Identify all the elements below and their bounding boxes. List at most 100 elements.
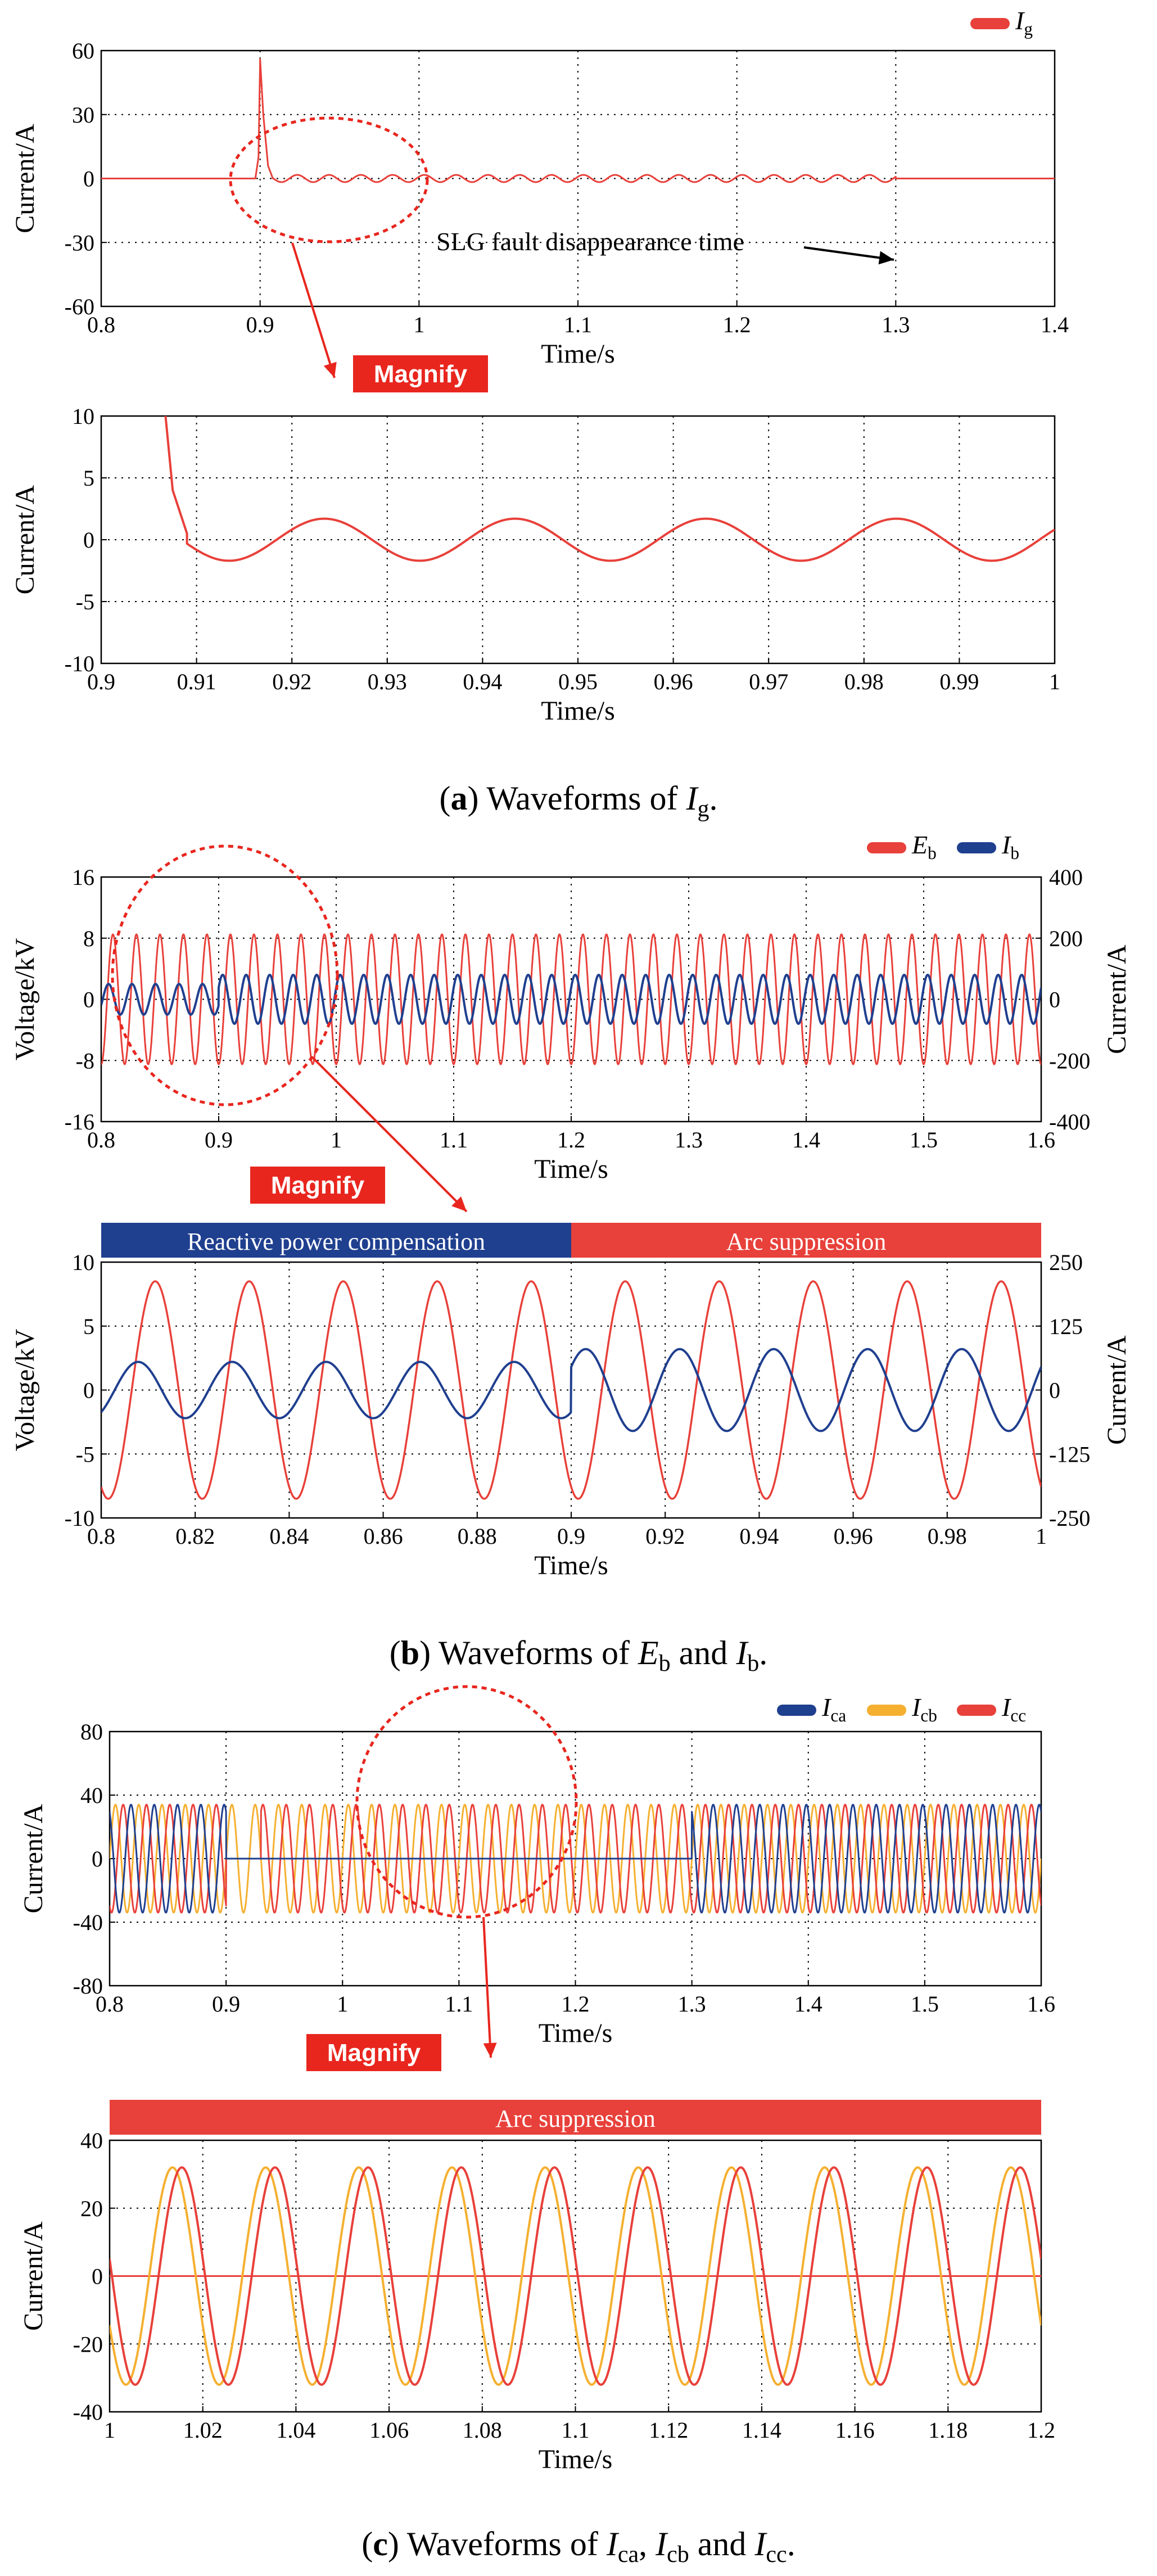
- x-tick-label: 0.91: [177, 669, 216, 694]
- plot-area: [164, 416, 1055, 562]
- x-tick-label: 0.8: [87, 312, 115, 337]
- y-tick-label: -5: [76, 1441, 94, 1467]
- caption-part: .: [787, 2525, 796, 2563]
- y-tick-label: 10: [72, 1250, 94, 1275]
- y2-tick-label: -250: [1049, 1506, 1090, 1531]
- legend-swatch: [957, 842, 996, 853]
- x-tick-label: 1.4: [1041, 312, 1069, 337]
- chart-c1: 0.8 0.9 1 1.1 1.2 1.3 1.4 1.5 1.6 -80 -40 0 40 80 Time…: [19, 1685, 1055, 2071]
- x-axis-label: Time/s: [541, 696, 615, 726]
- y2-tick-label: 250: [1049, 1250, 1083, 1275]
- series-line: [110, 1804, 1041, 1914]
- arrow-head: [483, 2042, 497, 2058]
- phase-band-label: Arc suppression: [726, 1228, 887, 1255]
- arrow-head: [323, 361, 337, 378]
- x-tick-label: 0.99: [939, 669, 979, 694]
- y-tick-label: -8: [76, 1048, 94, 1073]
- legend-label-symbol: I: [821, 1693, 832, 1721]
- plot-area: [101, 933, 1041, 1065]
- legend-label-subscript: g: [1024, 19, 1033, 39]
- magnify-ellipse: [355, 1685, 578, 1919]
- y-tick-label: -20: [73, 2331, 103, 2357]
- x-tick-label: 1.2: [557, 1127, 585, 1153]
- y2-tick-label: 400: [1049, 865, 1083, 890]
- x-axis-label: Time/s: [541, 339, 615, 369]
- caption-part: I: [735, 1634, 749, 1671]
- legend-label-subscript: cb: [920, 1706, 937, 1725]
- caption-c: (c) Waveforms of Ica, Icb and Icc.: [361, 2525, 795, 2568]
- x-tick-label: 0.9: [557, 1524, 585, 1549]
- x-tick-label: 1.5: [910, 1127, 938, 1153]
- chart-a2: 0.9 0.91 0.92 0.93 0.94 0.95 0.96 0.97 0.98 0.99 1…: [10, 404, 1060, 726]
- x-tick-label: 1.3: [882, 312, 910, 337]
- arrow-line: [311, 1056, 468, 1213]
- legend-label-subscript: cc: [1010, 1706, 1026, 1725]
- legend-swatch: [777, 1705, 816, 1716]
- series-line: [110, 1804, 1041, 1914]
- legend-label-symbol: I: [1001, 830, 1012, 859]
- x-tick-label: 0.93: [368, 669, 407, 694]
- legend-label: Ig: [1015, 6, 1033, 39]
- x-tick-label: 0.97: [749, 669, 788, 694]
- series-line: [110, 2166, 1041, 2386]
- arrow-line: [482, 1917, 492, 2058]
- x-tick-label: 1.4: [792, 1127, 820, 1153]
- x-tick-label: 0.84: [269, 1524, 309, 1549]
- y-axis-label: Voltage/kV: [10, 1328, 40, 1451]
- legend-label-subscript: ca: [830, 1706, 846, 1725]
- magnify-label: Magnify: [374, 360, 468, 388]
- caption-part: ): [419, 1634, 431, 1671]
- series-line: [101, 1348, 1041, 1432]
- x-tick-label: 1.08: [463, 2417, 502, 2443]
- x-tick-label: 1: [1036, 1524, 1047, 1549]
- magnify-badge: [353, 355, 488, 392]
- caption-part: (: [390, 1634, 401, 1671]
- series-line: [101, 1280, 1041, 1500]
- x-tick-label: 1.02: [183, 2417, 223, 2443]
- arrow-head: [451, 1196, 467, 1212]
- y-tick-label: 8: [83, 926, 94, 951]
- series-line: [101, 974, 1041, 1025]
- y-tick-label: -10: [65, 651, 94, 676]
- magnify-badge: [306, 2034, 441, 2071]
- y2-tick-label: 200: [1049, 926, 1083, 951]
- y-tick-label: 20: [80, 2196, 103, 2221]
- y-axis-label: Current/A: [19, 2221, 48, 2331]
- caption-part: I: [655, 2525, 668, 2563]
- phase-band-label: Reactive power compensation: [187, 1228, 485, 1255]
- legend-label: Icb: [911, 1693, 937, 1725]
- y2-axis-label: Current/A: [1102, 1335, 1132, 1445]
- x-tick-label: 1: [104, 2417, 115, 2443]
- x-tick-label: 0.88: [458, 1524, 497, 1549]
- x-tick-label: 1: [413, 312, 424, 337]
- x-tick-label: 1.14: [742, 2417, 781, 2443]
- phase-band-label: Arc suppression: [495, 2105, 656, 2132]
- magnify-ellipse: [111, 844, 339, 1106]
- caption-part: Waveforms of: [399, 2525, 607, 2563]
- x-tick-label: 1.1: [445, 1991, 473, 2017]
- y-tick-label: 0: [92, 1846, 103, 1872]
- x-tick-label: 0.92: [645, 1524, 685, 1549]
- caption-b: (b) Waveforms of Eb and Ib.: [390, 1634, 768, 1676]
- y2-axis-label: Current/A: [1102, 944, 1132, 1054]
- y2-tick-label: -400: [1049, 1109, 1090, 1135]
- y-tick-label: 5: [83, 466, 94, 491]
- y-axis-label: Current/A: [10, 124, 40, 233]
- phase-band: [571, 1223, 1041, 1258]
- y-tick-label: -80: [73, 1973, 103, 1999]
- magnify-label: Magnify: [327, 2039, 421, 2067]
- legend-label-symbol: E: [911, 830, 928, 859]
- plot-area: [110, 1804, 1041, 1914]
- caption-part: .: [709, 780, 717, 817]
- x-tick-label: 0.8: [87, 1127, 115, 1153]
- y-tick-label: -30: [65, 230, 94, 255]
- x-tick-label: 1.16: [835, 2417, 875, 2443]
- magnify-label: Magnify: [271, 1172, 365, 1199]
- series-line: [101, 933, 1041, 1065]
- plot-area: [101, 58, 1055, 183]
- x-tick-label: 0.82: [175, 1524, 215, 1549]
- caption-part: ca: [618, 2542, 639, 2568]
- y-tick-label: 10: [72, 404, 94, 429]
- x-tick-label: 1.06: [369, 2417, 409, 2443]
